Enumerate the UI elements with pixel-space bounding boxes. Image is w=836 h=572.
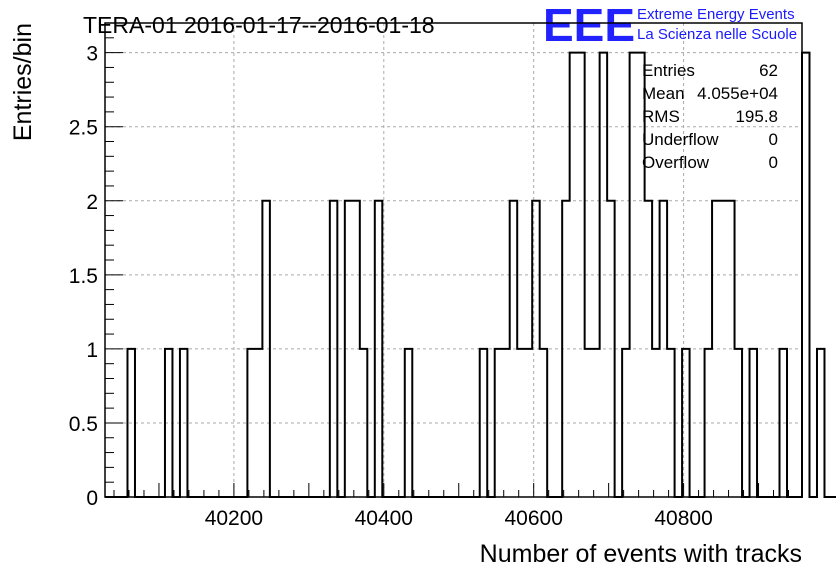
x-tick-label: 40200 (205, 507, 263, 530)
grid (105, 23, 802, 497)
logo-line-1: Extreme Energy Events (637, 6, 795, 23)
stats-label: Entries (642, 61, 695, 80)
stats-value: 195.8 (735, 107, 778, 126)
histogram-bin (802, 53, 809, 497)
histogram-bin (817, 349, 824, 497)
y-tick-label: 1 (86, 339, 98, 362)
x-tick-label: 40600 (504, 507, 562, 530)
stats-label: Mean (642, 84, 685, 103)
stats-label: RMS (642, 107, 680, 126)
y-tick-label: 0.5 (69, 413, 98, 436)
x-tick-label: 40800 (654, 507, 712, 530)
stats-label: Underflow (642, 130, 719, 149)
x-axis-title: Number of events with tracks (480, 540, 802, 568)
logo: EEE Extreme Energy Events La Scienza nel… (543, 0, 797, 51)
y-axis-title: Entries/bin (9, 23, 37, 141)
y-tick-label: 2 (86, 191, 98, 214)
y-tick-label: 3 (86, 43, 98, 66)
stats-label: Overflow (642, 153, 710, 172)
chart-title: TERA-01 2016-01-17--2016-01-18 (83, 12, 435, 38)
stats-box: Entries 62 Mean 4.055e+04 RMS 195.8 Underflow 0… (642, 61, 778, 172)
stats-value: 0 (769, 153, 778, 172)
y-tick-label: 2.5 (69, 117, 98, 140)
y-tick-label: 1.5 (69, 265, 98, 288)
logo-line-2: La Scienza nelle Scuole (637, 26, 797, 43)
x-tick-label: 40400 (355, 507, 413, 530)
stats-value: 62 (759, 61, 778, 80)
y-tick-label: 0 (86, 487, 98, 510)
logo-mark: EEE (543, 0, 635, 51)
x-axis-ticks: 40200 40400 40600 40800 (113, 483, 790, 530)
stats-value: 4.055e+04 (697, 84, 778, 103)
y-axis-ticks: 0 0.5 1 1.5 2 2.5 3 (69, 22, 123, 510)
stats-value: 0 (769, 130, 778, 149)
